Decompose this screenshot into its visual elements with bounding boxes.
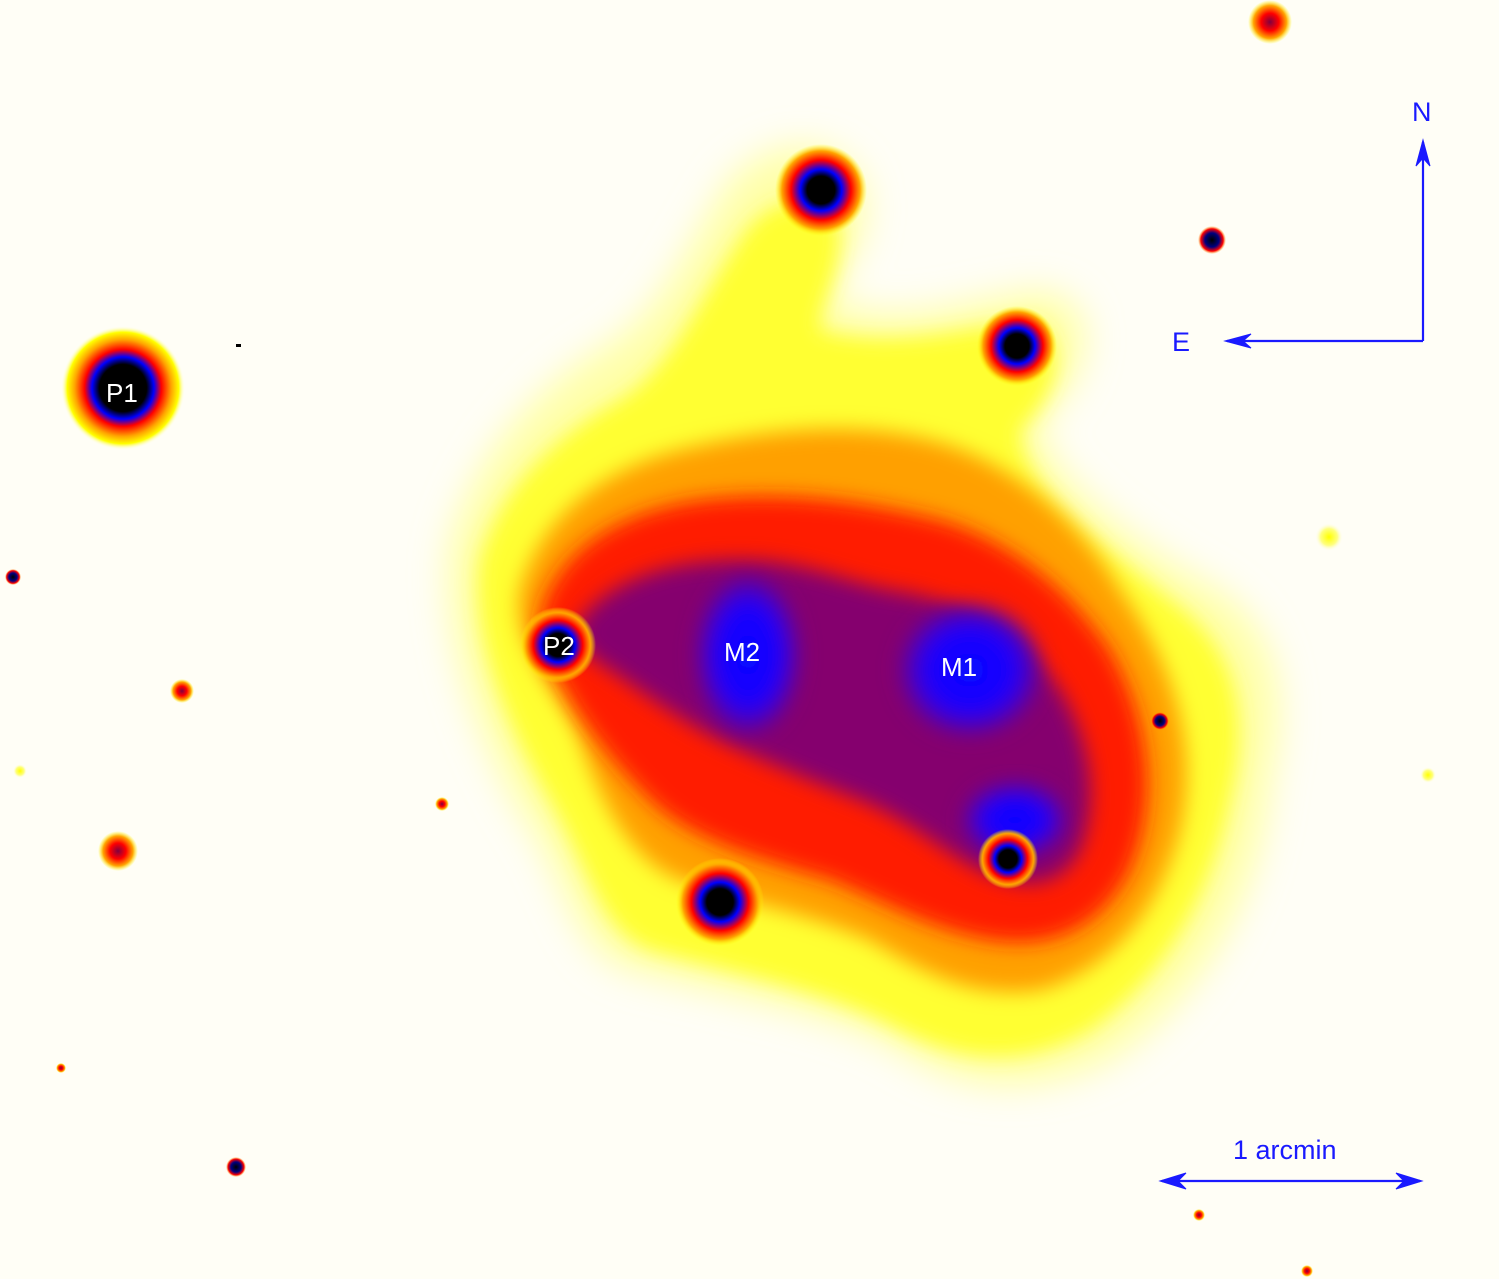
label-p1: P1: [106, 378, 138, 408]
scale-bar: [1158, 1172, 1424, 1190]
label-p2: P2: [543, 631, 575, 661]
scale-bar-right-arrowhead: [1395, 1172, 1424, 1190]
label-m1: M1: [941, 652, 978, 682]
scale-bar-label: 1 arcmin: [1233, 1135, 1337, 1165]
east-arrowhead: [1223, 333, 1252, 349]
point-sources: [5, 0, 1436, 1277]
label-m2: M2: [724, 637, 761, 667]
north-arrowhead: [1415, 138, 1431, 167]
compass-rose: [1223, 138, 1431, 349]
compass-east-label: E: [1172, 327, 1191, 357]
compass-north-label: N: [1412, 97, 1432, 127]
scale-bar-left-arrowhead: [1158, 1172, 1187, 1190]
